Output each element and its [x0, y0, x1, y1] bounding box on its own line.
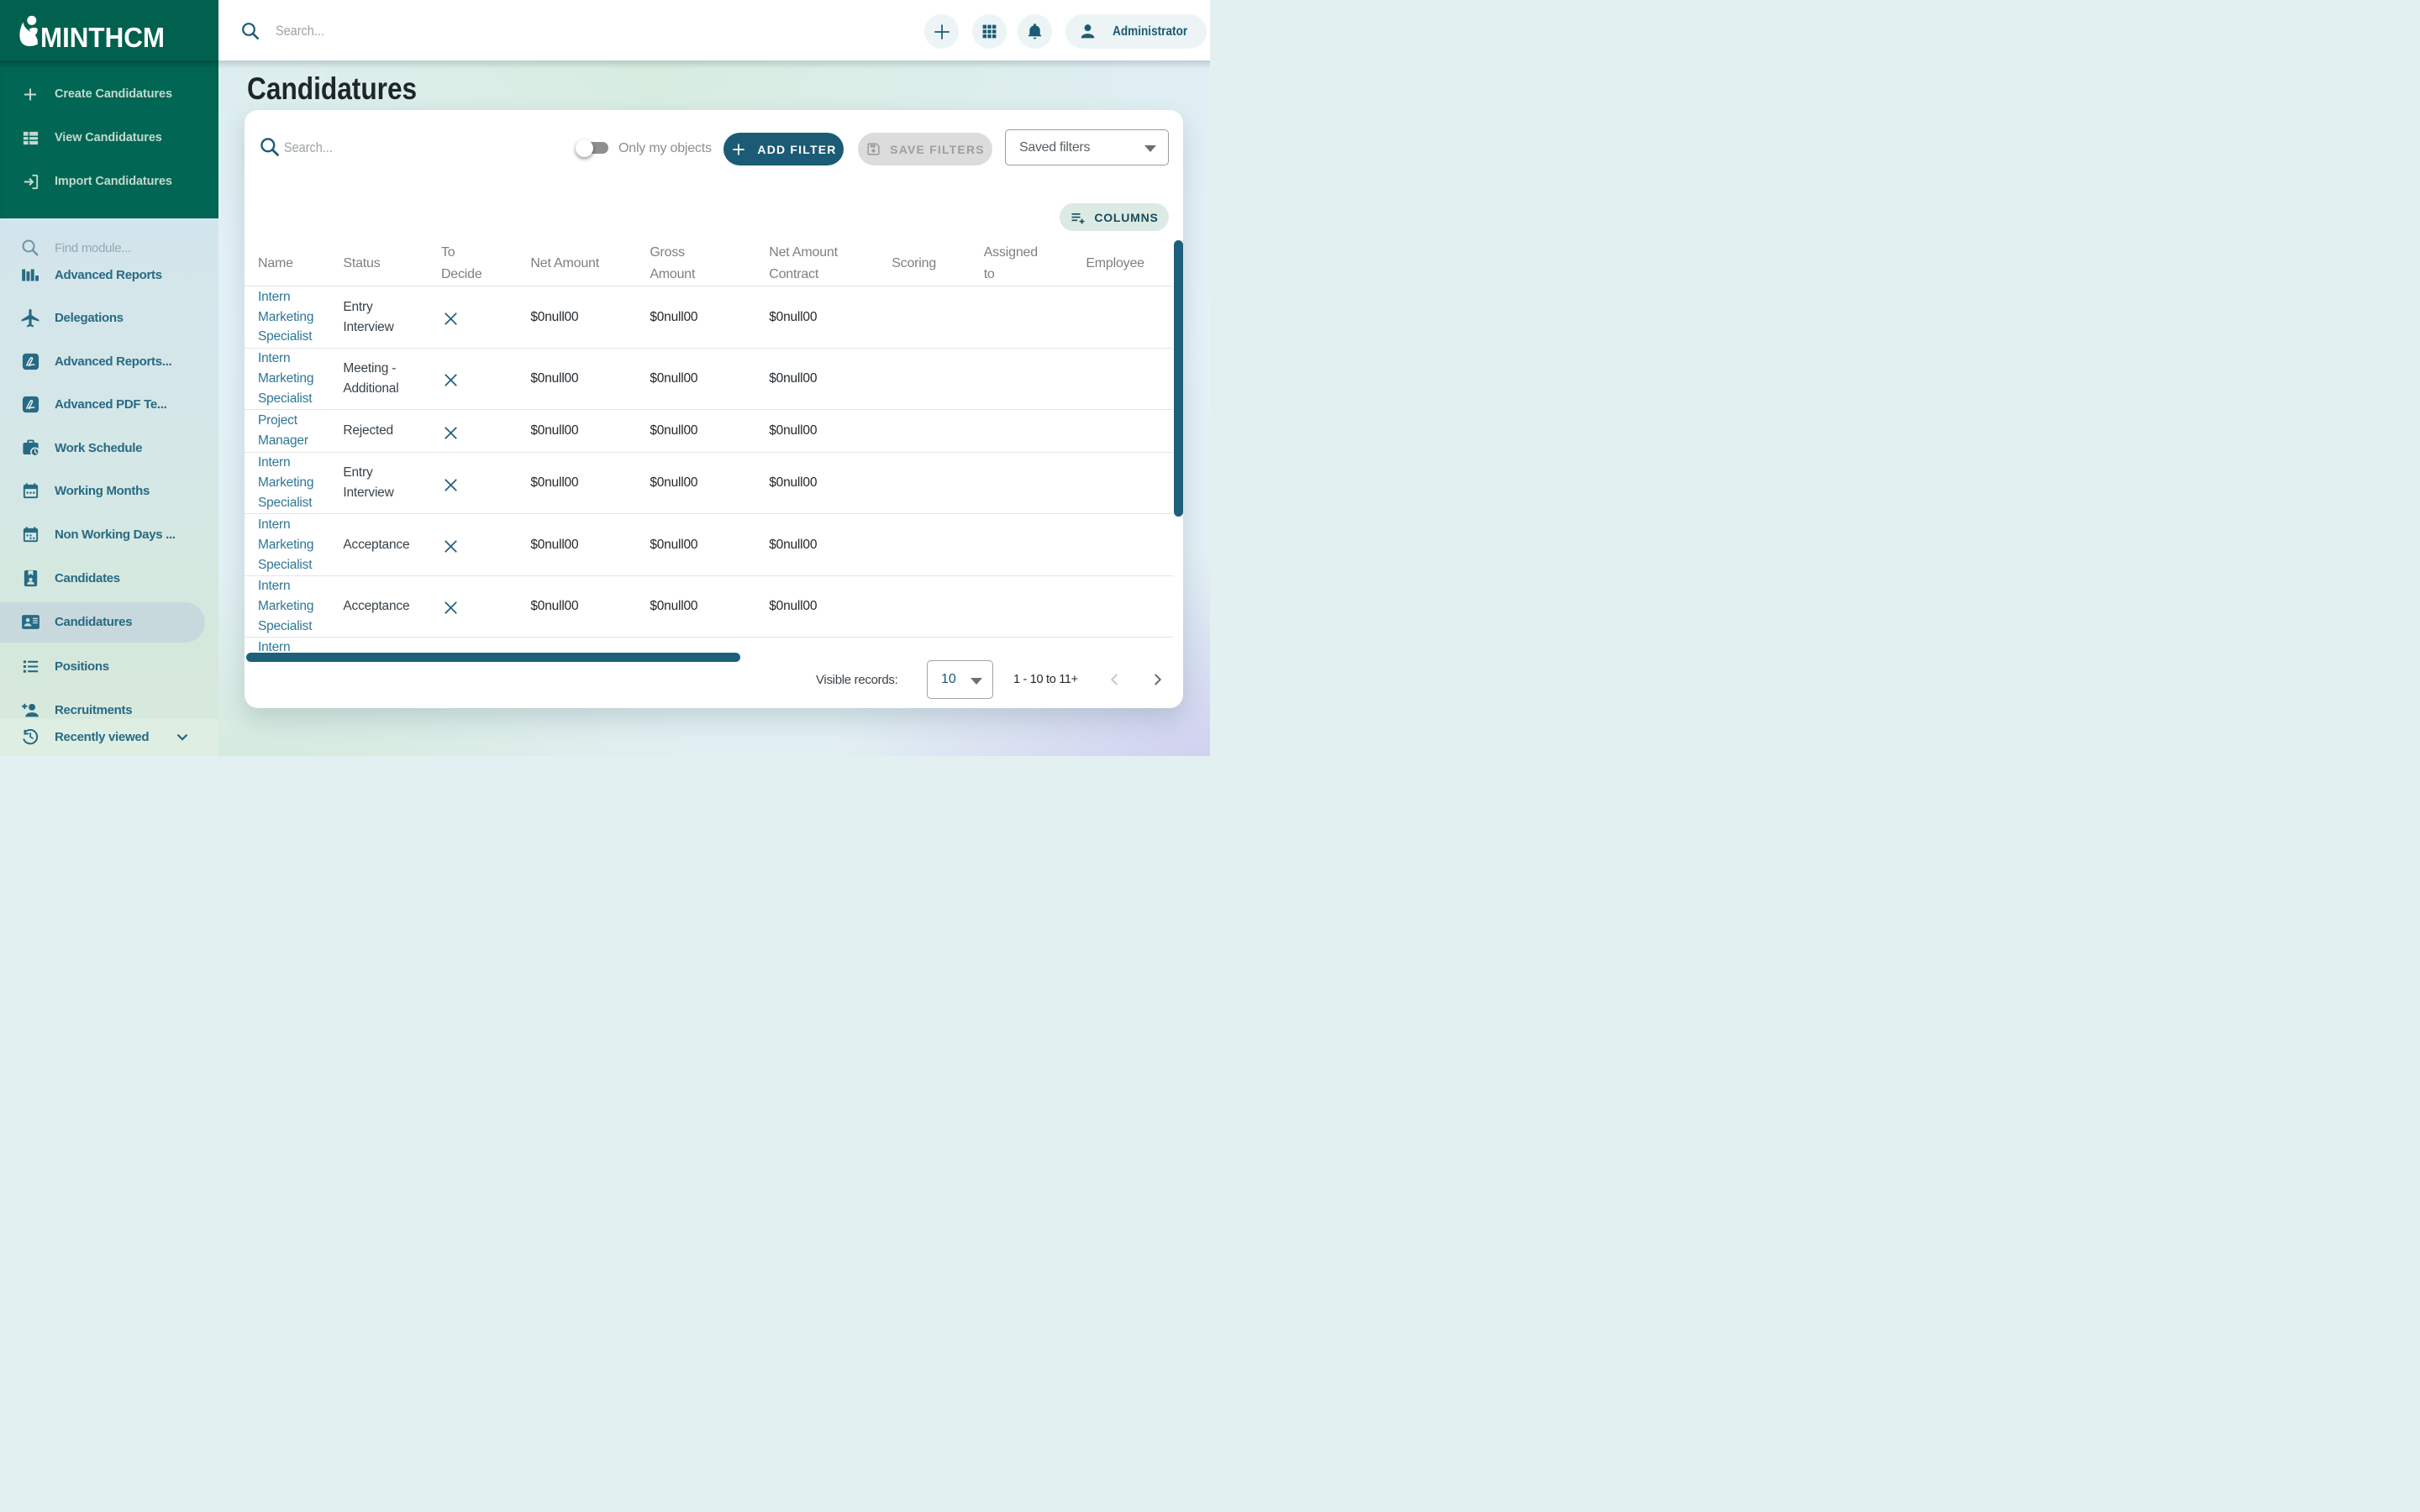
svg-text:MINTHCM: MINTHCM — [40, 22, 165, 50]
